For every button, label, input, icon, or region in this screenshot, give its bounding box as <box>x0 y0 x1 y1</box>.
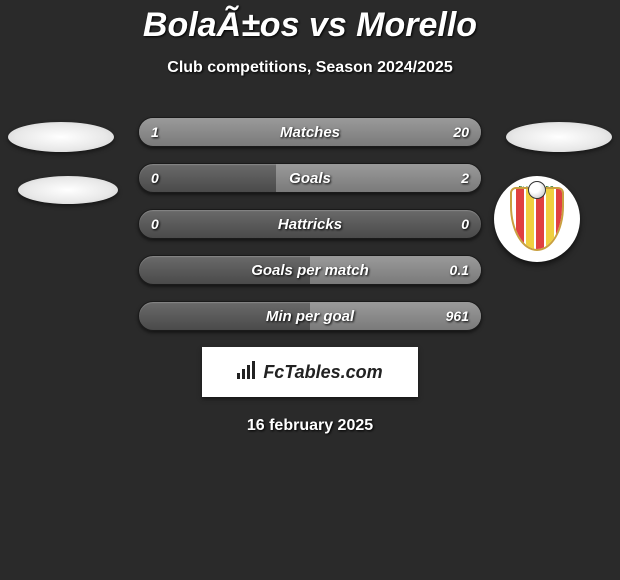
stat-row: 1 Matches 20 <box>138 117 482 147</box>
stats-comparison-area: 1Matches200Goals20Hattricks0Goals per ma… <box>0 117 620 331</box>
stat-right-value: 0 <box>461 216 469 232</box>
stat-label: Goals per match <box>251 262 369 279</box>
stat-label: Matches <box>280 124 340 141</box>
stat-left-value: 0 <box>151 216 159 232</box>
stat-right-value: 961 <box>446 308 469 324</box>
stat-right-value: 2 <box>461 170 469 186</box>
bar-chart-icon <box>237 361 259 384</box>
brand-text: FcTables.com <box>263 362 382 383</box>
page-title: BolaÃ±os vs Morello <box>0 0 620 45</box>
stat-label: Goals <box>289 170 331 187</box>
date-text: 16 february 2025 <box>0 417 620 435</box>
subtitle: Club competitions, Season 2024/2025 <box>0 59 620 77</box>
stat-row: 0 Hattricks 0 <box>138 209 482 239</box>
brand-watermark: FcTables.com <box>202 347 418 397</box>
stat-label: Hattricks <box>278 216 342 233</box>
stat-row: 0 Goals 2 <box>138 163 482 193</box>
stat-left-value: 1 <box>151 124 159 140</box>
stat-row: Goals per match 0.1 <box>138 255 482 285</box>
stat-right-value: 20 <box>453 124 469 140</box>
stat-right-value: 0.1 <box>450 262 469 278</box>
stat-label: Min per goal <box>266 308 354 325</box>
stat-row: Min per goal 961 <box>138 301 482 331</box>
stat-left-value: 0 <box>151 170 159 186</box>
